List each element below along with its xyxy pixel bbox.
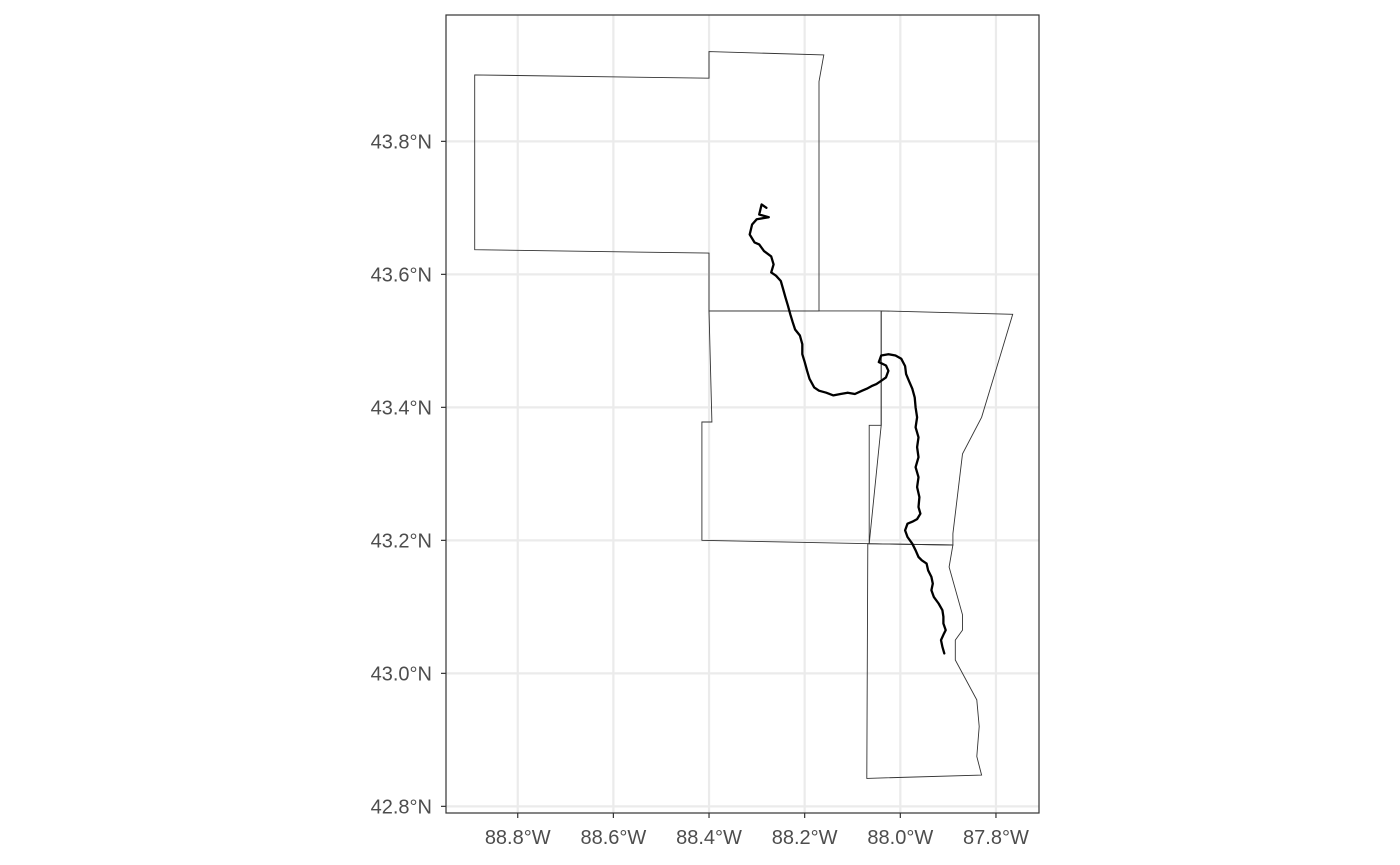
county-east xyxy=(868,310,1014,546)
x-tick-label-1: 88.6°W xyxy=(580,827,646,849)
y-tick-label-2: 43.4°N xyxy=(371,397,432,419)
x-tick-label-4: 88.0°W xyxy=(867,827,933,849)
county-south xyxy=(866,543,983,779)
y-tick-label-3: 43.2°N xyxy=(371,530,432,552)
x-tick-label-2: 88.4°W xyxy=(676,827,742,849)
grid-lines xyxy=(446,15,1039,813)
river-path xyxy=(748,203,947,655)
y-tick-label-1: 43.6°N xyxy=(371,264,432,286)
county-northwest xyxy=(474,51,825,312)
y-tick-label-5: 42.8°N xyxy=(371,796,432,818)
x-tick-label-5: 87.8°W xyxy=(963,827,1029,849)
y-tick-label-0: 43.8°N xyxy=(371,131,432,153)
county-boundaries xyxy=(474,51,1014,779)
axis-ticks: 88.8°W 88.6°W 88.4°W 88.2°W 88.0°W 87.8°W 43.8… xyxy=(371,131,1029,849)
x-tick-label-0: 88.8°W xyxy=(485,827,551,849)
panel-border xyxy=(445,14,1040,814)
river-layer xyxy=(748,203,947,655)
x-tick-label-3: 88.2°W xyxy=(772,827,838,849)
y-tick-label-4: 43.0°N xyxy=(371,663,432,685)
